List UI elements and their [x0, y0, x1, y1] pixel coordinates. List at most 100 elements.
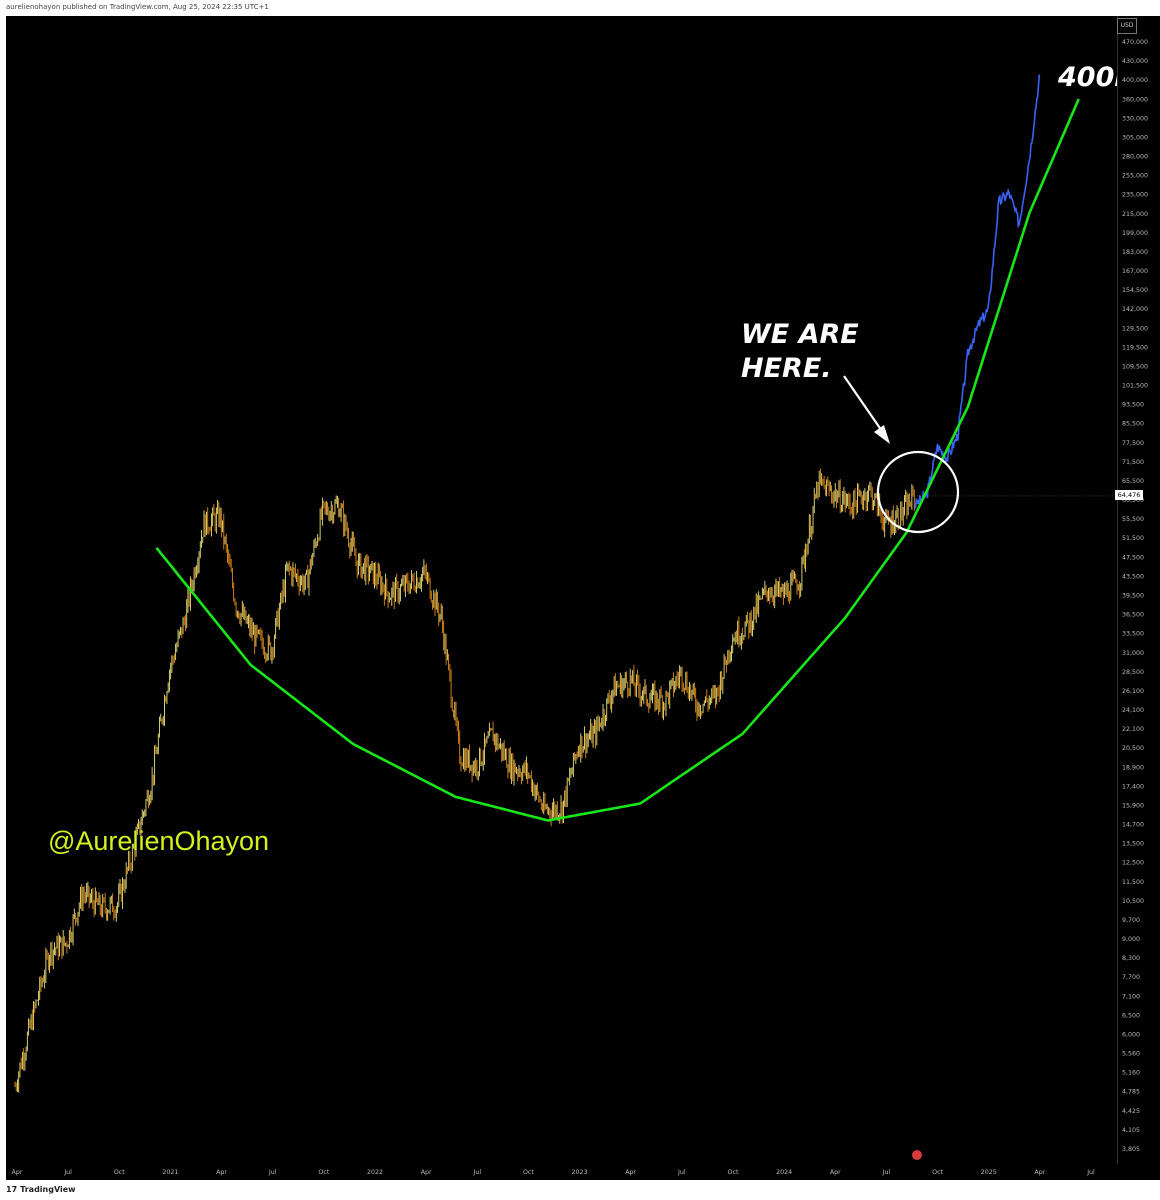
time-tick-label: Apr	[216, 1169, 227, 1176]
price-tick-label: 154,500	[1122, 287, 1148, 294]
price-tick-label: 12,500	[1122, 860, 1144, 867]
time-tick-label: Jul	[63, 1169, 72, 1176]
price-tick-label: 235,000	[1122, 192, 1148, 199]
time-tick-label: 2022	[367, 1169, 383, 1176]
price-tick-label: 17,400	[1122, 783, 1144, 790]
price-tick-label: 183,000	[1122, 249, 1148, 256]
time-axis-ticks: Apr Jul Oct 2021 Apr Jul Oct 2022 Apr Jul Oct 2023 A…	[12, 1169, 1095, 1176]
brand-text: TradingView	[20, 1185, 76, 1194]
price-tick-label: 6,500	[1122, 1012, 1140, 1019]
price-tick-label: 26,100	[1122, 688, 1144, 695]
price-tick-label: 51,500	[1122, 535, 1144, 542]
price-tick-label: 129,500	[1122, 325, 1148, 332]
price-tick-label: 360,000	[1122, 96, 1148, 103]
price-tick-label: 305,000	[1122, 134, 1148, 141]
time-tick-label: Jul	[472, 1169, 481, 1176]
footer: 17 TradingView	[0, 1180, 1160, 1200]
price-tick-label: 400,000	[1122, 77, 1148, 84]
price-tick-label: 60,500	[1122, 497, 1144, 504]
price-tick-label: 109,500	[1122, 363, 1148, 370]
price-tick-label: 6,000	[1122, 1031, 1140, 1038]
time-tick-label: Apr	[1034, 1169, 1045, 1176]
time-tick-label: Jul	[1086, 1169, 1095, 1176]
parabolic-curve	[155, 98, 1080, 822]
price-tick-label: 5,560	[1122, 1051, 1140, 1058]
price-tick-label: 9,000	[1122, 936, 1140, 943]
time-tick-label: Oct	[114, 1169, 125, 1176]
here-label: HERE.	[741, 353, 832, 384]
price-tick-label: 28,500	[1122, 669, 1144, 676]
price-tick-label: 71,500	[1122, 459, 1144, 466]
time-axis[interactable]: Apr Jul Oct 2021 Apr Jul Oct 2022 Apr Jul Oct 2023 A…	[6, 1164, 1160, 1180]
time-tick-label: 2023	[572, 1169, 588, 1176]
time-tick-label: Apr	[421, 1169, 432, 1176]
time-tick-label: 2024	[776, 1169, 792, 1176]
author-handle: @AurelienOhayon	[48, 826, 270, 856]
price-tick-label: 20,500	[1122, 745, 1144, 752]
price-tick-label: 85,500	[1122, 421, 1144, 428]
price-tick-label: 18,900	[1122, 764, 1144, 771]
price-tick-label: 15,900	[1122, 802, 1144, 809]
time-tick-label: Apr	[12, 1169, 23, 1176]
tv-logo-icon: 17	[6, 1185, 18, 1194]
price-tick-label: 22,100	[1122, 726, 1144, 733]
price-tick-label: 8,300	[1122, 955, 1140, 962]
price-tick-label: 4,785	[1122, 1089, 1140, 1096]
price-tick-label: 142,000	[1122, 306, 1148, 313]
price-tick-label: 7,100	[1122, 993, 1140, 1000]
published-header: aurelienohayon published on TradingView.…	[0, 0, 1160, 16]
price-tick-label: 39,500	[1122, 593, 1144, 600]
time-tick-label: Jul	[677, 1169, 686, 1176]
event-badge-icon	[912, 1150, 922, 1160]
price-tick-label: 43,500	[1122, 573, 1144, 580]
time-tick-label: Oct	[523, 1169, 534, 1176]
price-axis[interactable]: 470,000 430,000 400,000 360,000 330,000 305,0…	[1117, 16, 1160, 1164]
price-tick-label: 93,500	[1122, 402, 1144, 409]
price-tick-label: 430,000	[1122, 58, 1148, 65]
price-tick-label: 7,700	[1122, 974, 1140, 981]
price-axis-ticks: 470,000 430,000 400,000 360,000 330,000 305,0…	[1122, 39, 1148, 1153]
price-tick-label: 31,000	[1122, 650, 1144, 657]
time-tick-label: Oct	[932, 1169, 943, 1176]
time-tick-label: Jul	[882, 1169, 891, 1176]
time-tick-label: Jul	[268, 1169, 277, 1176]
price-tick-label: 4,105	[1122, 1127, 1140, 1134]
price-tick-label: 11,500	[1122, 879, 1144, 886]
currency-badge: USD	[1117, 18, 1137, 34]
price-tick-label: 4,425	[1122, 1108, 1140, 1115]
price-tick-label: 167,000	[1122, 268, 1148, 275]
price-tick-label: 101,500	[1122, 383, 1148, 390]
price-tick-label: 24,100	[1122, 707, 1144, 714]
price-tick-label: 14,700	[1122, 822, 1144, 829]
price-candles	[14, 468, 915, 1093]
time-tick-label: Oct	[318, 1169, 329, 1176]
price-tick-label: 77,500	[1122, 440, 1144, 447]
time-tick-label: 2021	[162, 1169, 178, 1176]
projection-line	[914, 74, 1041, 509]
price-tick-label: 280,000	[1122, 154, 1148, 161]
last-price-tag: 64,476	[1115, 490, 1143, 500]
target-label: 400K	[1057, 62, 1117, 93]
time-tick-label: 2025	[981, 1169, 997, 1176]
we-are-label: WE ARE	[741, 319, 859, 350]
price-tick-label: 119,500	[1122, 344, 1148, 351]
we-are-here-circle	[876, 450, 960, 534]
price-tick-label: 65,500	[1122, 478, 1144, 485]
price-tick-label: 13,500	[1122, 841, 1144, 848]
published-text: aurelienohayon published on TradingView.…	[6, 3, 269, 11]
price-tick-label: 47,500	[1122, 554, 1144, 561]
price-tick-label: 199,000	[1122, 230, 1148, 237]
price-tick-label: 330,000	[1122, 115, 1148, 122]
price-tick-label: 33,500	[1122, 631, 1144, 638]
price-tick-label: 36,500	[1122, 612, 1144, 619]
arrow-head-icon	[874, 425, 890, 444]
price-tick-label: 3,805	[1122, 1146, 1140, 1153]
price-tick-label: 470,000	[1122, 39, 1148, 46]
price-tick-label: 5,160	[1122, 1070, 1140, 1077]
time-tick-label: Apr	[830, 1169, 841, 1176]
price-tick-label: 9,700	[1122, 917, 1140, 924]
price-tick-label: 55,500	[1122, 516, 1144, 523]
time-tick-label: Oct	[728, 1169, 739, 1176]
